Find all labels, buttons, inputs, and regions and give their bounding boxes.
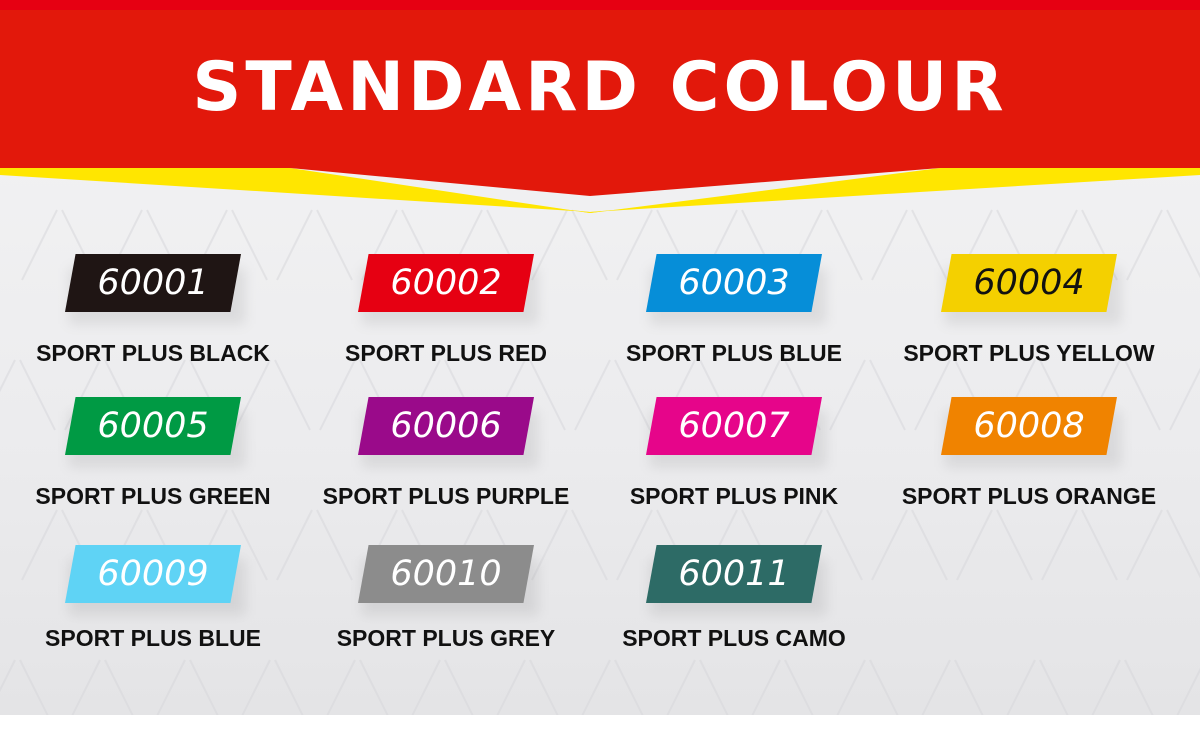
colour-name: SPORT PLUS GREY [336, 625, 556, 651]
colour-swatch: 60010 [358, 545, 534, 603]
banner-yellow-chevron [130, 168, 1110, 213]
colour-code: 60003 [678, 263, 790, 303]
colour-name: SPORT PLUS PURPLE [322, 483, 570, 509]
header-banner [0, 0, 1200, 213]
colour-code: 60011 [678, 554, 790, 594]
banner-red [0, 0, 1200, 196]
colour-code: 60007 [678, 406, 790, 446]
colour-swatch: 60006 [358, 397, 534, 455]
colour-name: SPORT PLUS CAMO [622, 625, 846, 651]
colour-code: 60004 [973, 263, 1085, 303]
colour-name: SPORT PLUS YELLOW [903, 340, 1155, 366]
colour-code: 60002 [390, 263, 502, 303]
colour-code: 60010 [390, 554, 502, 594]
colour-swatch: 60011 [646, 545, 822, 603]
colour-name: SPORT PLUS BLUE [626, 340, 842, 366]
colour-swatch: 60005 [65, 397, 241, 455]
colour-name: SPORT PLUS RED [345, 340, 547, 366]
colour-code: 60008 [973, 406, 1085, 446]
colour-swatch: 60002 [358, 254, 534, 312]
colour-name: SPORT PLUS BLUE [45, 625, 261, 651]
colour-swatch: 60007 [646, 397, 822, 455]
colour-swatch: 60009 [65, 545, 241, 603]
colour-swatch: 60008 [941, 397, 1117, 455]
colour-swatch: 60001 [65, 254, 241, 312]
colour-code: 60009 [97, 554, 209, 594]
page-title: STANDARD COLOUR [192, 48, 1008, 127]
colour-name: SPORT PLUS PINK [629, 483, 839, 509]
colour-swatch: 60004 [941, 254, 1117, 312]
colour-code: 60006 [390, 406, 502, 446]
colour-name: SPORT PLUS ORANGE [901, 483, 1157, 509]
colour-code: 60001 [97, 263, 209, 303]
colour-name: SPORT PLUS GREEN [35, 483, 271, 509]
colour-code: 60005 [97, 406, 209, 446]
colour-swatch: 60003 [646, 254, 822, 312]
colour-name: SPORT PLUS BLACK [36, 340, 270, 366]
